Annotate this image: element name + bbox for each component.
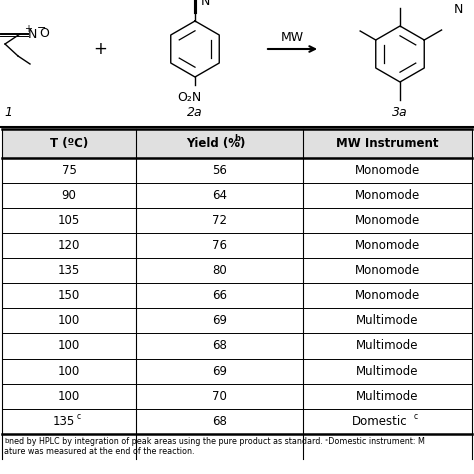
Text: 68: 68 [212,339,227,353]
Text: 150: 150 [58,289,80,302]
Bar [0,0,474,127]
Text: 105: 105 [58,214,80,227]
Text: 66: 66 [212,289,227,302]
Text: 64: 64 [212,189,227,202]
Text: N: N [453,2,463,16]
Text: 100: 100 [58,365,80,378]
Text: 80: 80 [212,264,227,277]
Text: 1: 1 [4,106,12,119]
Text: 68: 68 [212,415,227,428]
Text: Multimode: Multimode [356,314,419,328]
Text: Monomode: Monomode [355,214,420,227]
Text: 72: 72 [212,214,227,227]
Text: 100: 100 [58,390,80,402]
Text: b: b [4,438,9,444]
Text: O₂N: O₂N [177,91,201,103]
Text: MW: MW [281,30,304,44]
Text: 135: 135 [53,415,75,428]
Text: 100: 100 [58,339,80,353]
Text: 76: 76 [212,239,227,252]
Text: Multimode: Multimode [356,365,419,378]
Text: +: + [93,40,107,58]
Text: 56: 56 [212,164,227,177]
Text: O: O [39,27,49,39]
Text: Monomode: Monomode [355,164,420,177]
Text: Monomode: Monomode [355,289,420,302]
Text: Monomode: Monomode [355,264,420,277]
Text: 135: 135 [58,264,80,277]
Text: Yield (%): Yield (%) [186,137,245,150]
Text: ature was measured at the end of the reaction.: ature was measured at the end of the rea… [4,447,194,456]
Text: 3a: 3a [392,106,408,119]
Text: 75: 75 [62,164,76,177]
Text: ned by HPLC by integration of peak areas using the pure product as standard. ᶜDo: ned by HPLC by integration of peak areas… [9,437,425,446]
Text: Multimode: Multimode [356,390,419,402]
Text: −: − [37,23,46,33]
Text: 2a: 2a [187,106,203,119]
Text: +: + [24,24,32,34]
Text: 100: 100 [58,314,80,328]
Text: 120: 120 [58,239,80,252]
Text: N: N [201,0,210,8]
Text: Multimode: Multimode [356,339,419,353]
Text: 69: 69 [212,314,227,328]
Text: N: N [27,27,36,40]
Text: 90: 90 [62,189,76,202]
Text: 70: 70 [212,390,227,402]
Bar [2,129,472,158]
Text: c: c [77,412,81,421]
Text: Monomode: Monomode [355,239,420,252]
Text: T (ºC): T (ºC) [50,137,88,150]
Text: MW Instrument: MW Instrument [336,137,438,150]
Text: Domestic: Domestic [352,415,407,428]
Text: c: c [413,412,418,421]
Text: 69: 69 [212,365,227,378]
Text: b: b [234,134,240,143]
Text: Monomode: Monomode [355,189,420,202]
